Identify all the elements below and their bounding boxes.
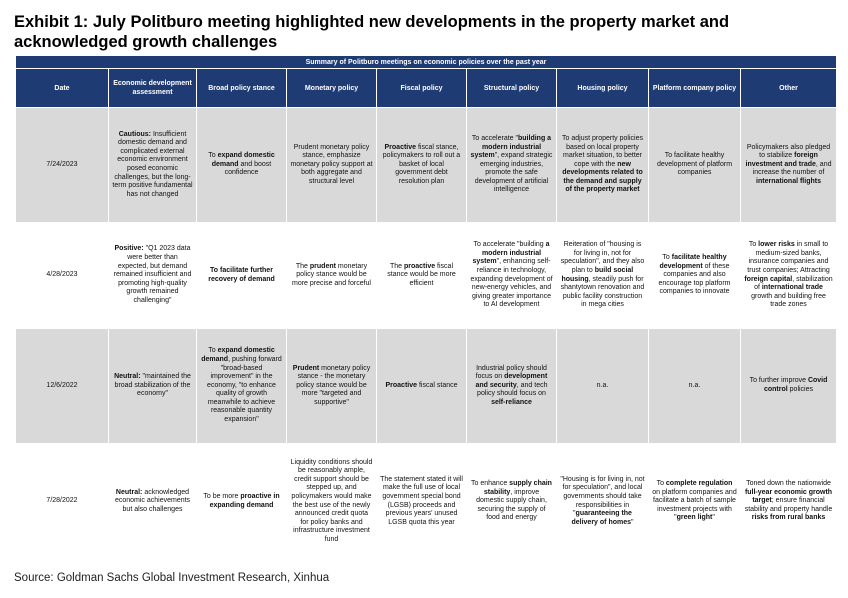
- housing-cell: To adjust property policies based on loc…: [556, 107, 649, 223]
- platform-cell: n.a.: [648, 328, 741, 444]
- fiscal-cell: Proactive fiscal stance, policymakers to…: [376, 107, 467, 223]
- bold-text: Proactive: [384, 143, 417, 151]
- stance-cell: To expand domestic demand and boost conf…: [196, 107, 287, 223]
- column-header-assessment: Economic development assessment: [108, 68, 197, 108]
- monetary-cell: The prudent monetary policy stance would…: [286, 222, 377, 329]
- column-header-structural: Structural policy: [466, 68, 557, 108]
- column-header-housing: Housing policy: [556, 68, 649, 108]
- bold-text: Neutral:: [114, 373, 141, 381]
- stance-cell: To be more proactive in expanding demand: [196, 443, 287, 560]
- bold-text: foreign capital: [744, 275, 793, 283]
- bold-text: facilitate healthy development: [659, 254, 727, 270]
- bold-text: guaranteeing the delivery of homes: [571, 510, 632, 526]
- table-row: 12/6/2022 Neutral: "maintained the broad…: [15, 328, 838, 444]
- assessment-cell: Positive: "Q1 2023 data were better than…: [108, 222, 197, 329]
- bold-text: foreign investment and trade: [745, 152, 818, 168]
- bold-text: international flights: [756, 177, 821, 185]
- bold-text: Neutral:: [115, 488, 143, 496]
- date-cell: 4/28/2023: [15, 222, 109, 329]
- housing-cell: "Housing is for living in, not for specu…: [556, 443, 649, 560]
- bold-text: prudent: [309, 262, 336, 270]
- monetary-cell: Prudent monetary policy stance - the mon…: [286, 328, 377, 444]
- fiscal-cell: The statement stated it will make the fu…: [376, 443, 467, 560]
- politburo-summary-table-wrap: Summary of Politburo meetings on economi…: [14, 55, 838, 563]
- platform-cell: To facilitate healthy development of pla…: [648, 107, 741, 223]
- bold-text: new developments related to the demand a…: [562, 160, 643, 194]
- bold-text: expand domestic demand: [201, 347, 275, 363]
- bold-text: green light: [676, 514, 713, 522]
- other-cell: To lower risks in small to medium-sized …: [739, 222, 838, 329]
- bold-text: international trade: [761, 284, 823, 292]
- column-header-monetary: Monetary policy: [286, 68, 377, 108]
- structural-cell: To enhance supply chain stability, impro…: [466, 443, 557, 560]
- other-cell: To further improve Covid control policie…: [739, 328, 838, 444]
- bold-text: lower risks: [758, 241, 795, 249]
- column-header-stance: Broad policy stance: [196, 68, 287, 108]
- bold-text: Cautious:: [118, 130, 151, 138]
- bold-text: Proactive: [385, 381, 418, 389]
- source-note: Source: Goldman Sachs Global Investment …: [14, 572, 330, 584]
- bold-text: expand domestic demand: [211, 152, 275, 168]
- monetary-cell: Liquidity conditions should be reasonabl…: [286, 443, 377, 560]
- bold-text: build social housing: [561, 266, 634, 283]
- exhibit-title: Exhibit 1: July Politburo meeting highli…: [14, 13, 730, 51]
- bold-text: self-reliance: [491, 398, 532, 406]
- politburo-summary-table: Summary of Politburo meetings on economi…: [14, 55, 838, 560]
- assessment-cell: Neutral: "maintained the broad stabiliza…: [108, 328, 197, 444]
- bold-text: proactive: [403, 262, 436, 270]
- bold-text: a modern industrial system: [472, 241, 550, 266]
- column-header-date: Date: [15, 68, 109, 108]
- stance-cell: To facilitate further recovery of demand: [196, 222, 287, 329]
- table-row: 4/28/2023 Positive: "Q1 2023 data were b…: [15, 222, 838, 329]
- column-header-platform: Platform company policy: [648, 68, 741, 108]
- other-cell: Toned down the nationwide full-year econ…: [739, 443, 838, 560]
- bold-text: Prudent: [292, 364, 320, 372]
- other-cell: Policymakers also pledged to stabilize f…: [739, 107, 838, 223]
- column-header-other: Other: [739, 68, 838, 108]
- assessment-cell: Cautious: Insufficient domestic demand a…: [108, 107, 197, 223]
- bold-text: complete regulation: [665, 480, 733, 488]
- bold-text: To facilitate further recovery of demand: [208, 266, 275, 283]
- column-header-fiscal: Fiscal policy: [376, 68, 467, 108]
- bold-text: supply chain stability: [483, 480, 552, 496]
- monetary-cell: Prudent monetary policy stance, emphasiz…: [286, 107, 377, 223]
- fiscal-cell: Proactive fiscal stance: [376, 328, 467, 444]
- date-cell: 7/24/2023: [15, 107, 109, 223]
- table-banner: Summary of Politburo meetings on economi…: [14, 55, 838, 69]
- bold-text: full-year economic growth target: [744, 488, 833, 505]
- housing-cell: n.a.: [556, 328, 649, 444]
- bold-text: proactive in expanding demand: [209, 492, 280, 509]
- stance-cell: To expand domestic demand, pushing forwa…: [196, 328, 287, 444]
- table-row: 7/28/2022 Neutral: acknowledged economic…: [15, 443, 838, 560]
- bold-text: development and security: [475, 373, 548, 389]
- fiscal-cell: The proactive fiscal stance would be mor…: [376, 222, 467, 329]
- bold-text: Covid control: [763, 377, 828, 393]
- date-cell: 12/6/2022: [15, 328, 109, 444]
- structural-cell: Industrial policy should focus on develo…: [466, 328, 557, 444]
- table-row: 7/24/2023 Cautious: Insufficient domesti…: [15, 107, 838, 223]
- bold-text: building a modern industrial system: [470, 134, 552, 160]
- platform-cell: To facilitate healthy development of the…: [648, 222, 741, 329]
- bold-text: risks from rural banks: [751, 514, 826, 522]
- assessment-cell: Neutral: acknowledged economic achieveme…: [108, 443, 197, 560]
- bold-text: Positive:: [114, 245, 144, 253]
- date-cell: 7/28/2022: [15, 443, 109, 560]
- structural-cell: To accelerate "building a modern industr…: [466, 107, 557, 223]
- housing-cell: Reiteration of "housing is for living in…: [556, 222, 649, 329]
- structural-cell: To accelerate "building a modern industr…: [466, 222, 557, 329]
- platform-cell: To complete regulation on platform compa…: [648, 443, 741, 560]
